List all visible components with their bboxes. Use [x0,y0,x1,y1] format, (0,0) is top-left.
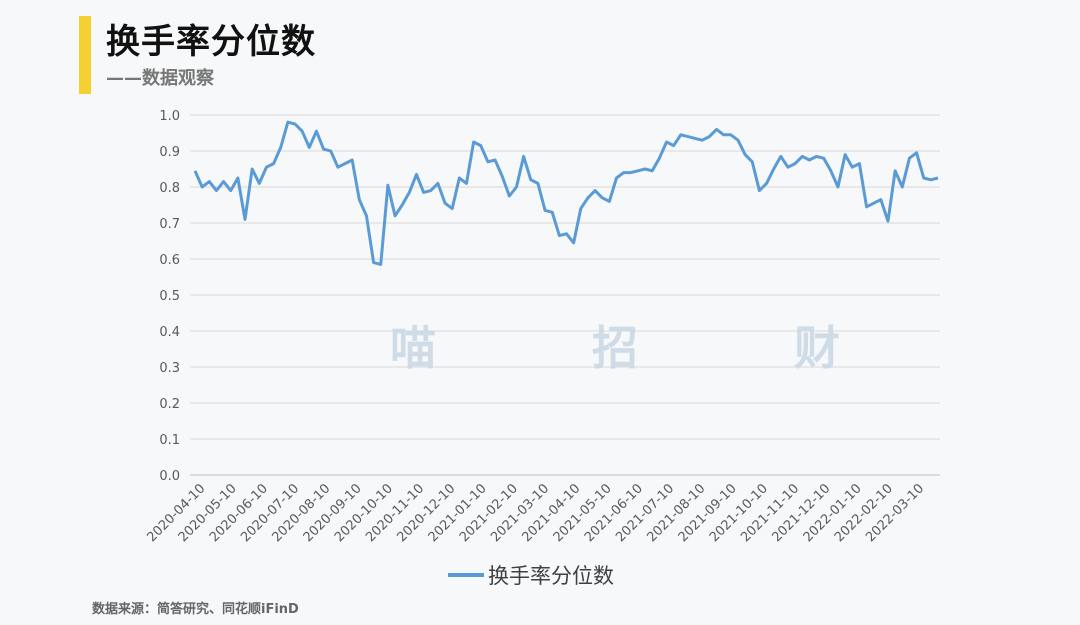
series-line [193,120,939,266]
watermark: 喵 招 财 [390,321,911,375]
y-tick-label: 0.9 [159,145,180,160]
page-title: 换手率分位数 [106,22,316,62]
title-accent-bar [79,16,91,94]
gridlines [190,114,940,476]
y-tick-label: 0.1 [159,433,180,448]
y-tick-label: 1.0 [159,109,180,124]
y-tick-label: 0.7 [159,217,180,232]
series-layer [193,120,939,266]
page-subtitle: ——数据观察 [106,68,214,89]
legend-label: 换手率分位数 [488,564,614,588]
y-tick-label: 0.3 [159,361,180,376]
y-tick-label: 0.4 [159,325,180,340]
legend: 换手率分位数 [448,564,614,588]
y-tick-label: 0.2 [159,397,180,412]
y-axis-ticks: 0.0 0.1 0.2 0.3 0.4 0.5 0.6 0.7 0.8 0.9 1.0 [159,109,180,484]
y-tick-label: 0.8 [159,181,180,196]
data-source-note: 数据来源：简答研究、同花顺iFinD [92,602,299,617]
y-tick-label: 0.0 [159,469,180,484]
x-axis-ticks: 2020-04-102020-05-102020-06-102020-07-10… [144,481,927,545]
y-tick-label: 0.6 [159,253,180,268]
y-tick-label: 0.5 [159,289,180,304]
